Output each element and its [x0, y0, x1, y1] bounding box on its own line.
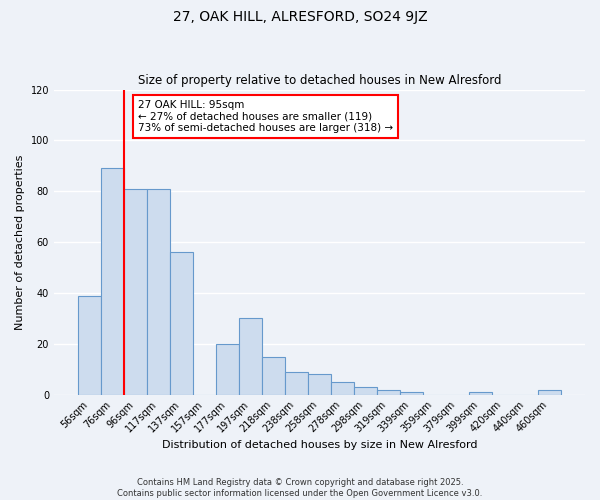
- Bar: [285, 372, 308, 394]
- Text: 27, OAK HILL, ALRESFORD, SO24 9JZ: 27, OAK HILL, ALRESFORD, SO24 9JZ: [173, 10, 427, 24]
- Bar: [147, 188, 170, 394]
- Title: Size of property relative to detached houses in New Alresford: Size of property relative to detached ho…: [138, 74, 501, 87]
- Text: Contains HM Land Registry data © Crown copyright and database right 2025.
Contai: Contains HM Land Registry data © Crown c…: [118, 478, 482, 498]
- Bar: [308, 374, 331, 394]
- Bar: [216, 344, 239, 395]
- Bar: [239, 318, 262, 394]
- Text: 27 OAK HILL: 95sqm
← 27% of detached houses are smaller (119)
73% of semi-detach: 27 OAK HILL: 95sqm ← 27% of detached hou…: [138, 100, 393, 133]
- Bar: [377, 390, 400, 394]
- Bar: [354, 387, 377, 394]
- Bar: [124, 188, 147, 394]
- Bar: [469, 392, 492, 394]
- X-axis label: Distribution of detached houses by size in New Alresford: Distribution of detached houses by size …: [162, 440, 477, 450]
- Bar: [101, 168, 124, 394]
- Bar: [262, 356, 285, 395]
- Y-axis label: Number of detached properties: Number of detached properties: [15, 154, 25, 330]
- Bar: [170, 252, 193, 394]
- Bar: [400, 392, 423, 394]
- Bar: [331, 382, 354, 394]
- Bar: [78, 296, 101, 394]
- Bar: [538, 390, 561, 394]
